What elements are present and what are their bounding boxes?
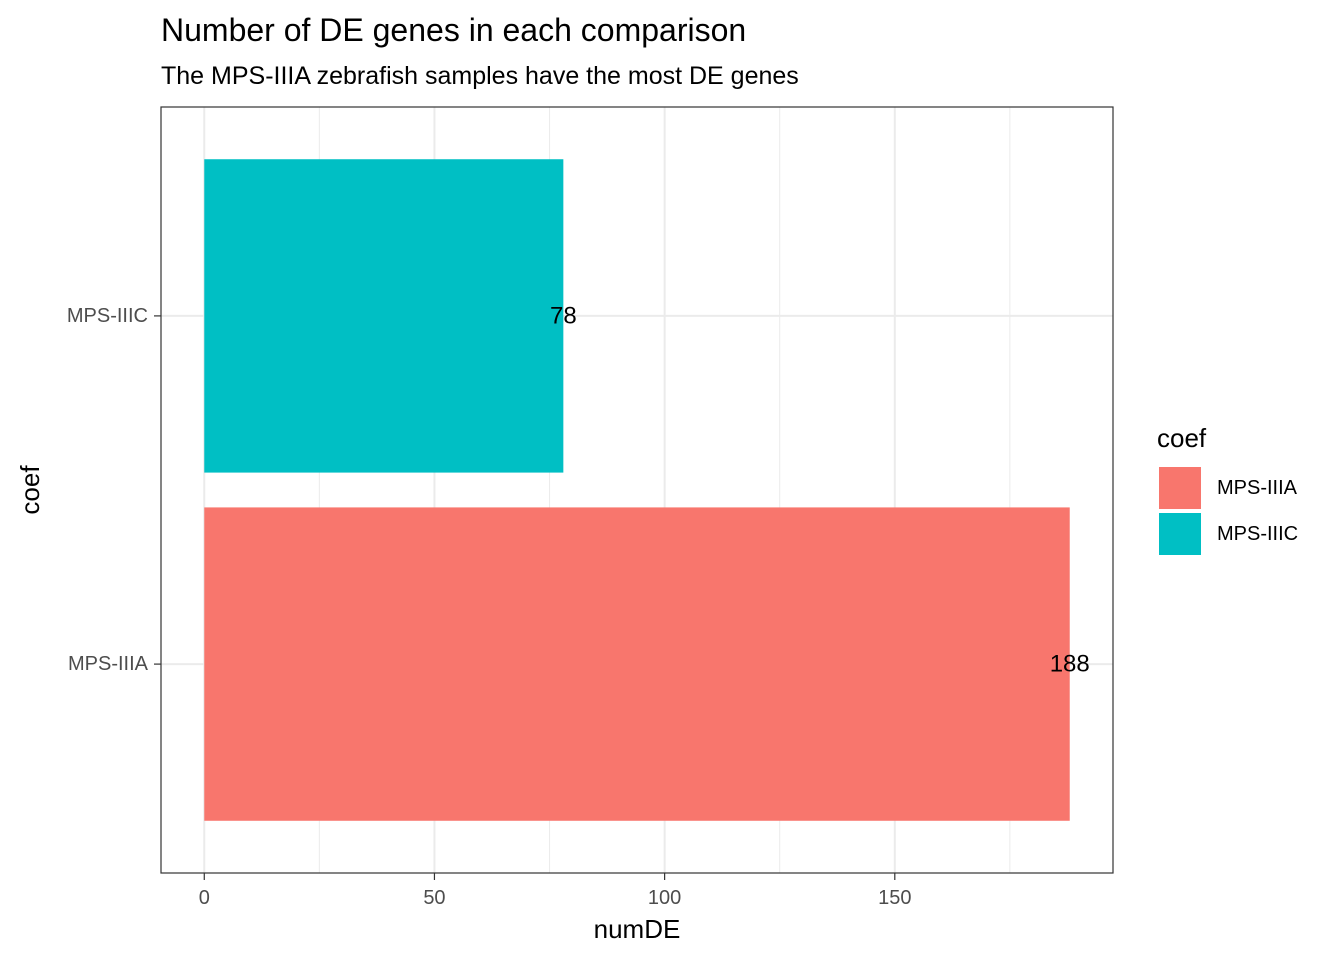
x-tick-label: 0 [199,887,210,909]
legend-label-mps-iiia: MPS-IIIA [1217,477,1298,499]
x-tick-label: 50 [423,887,445,909]
x-tick-label: 150 [878,887,911,909]
y-axis-title: coef [15,465,45,515]
bars [204,159,1070,821]
legend-label-mps-iiic: MPS-IIIC [1217,523,1298,545]
legend-key-mps-iiic [1159,513,1201,555]
x-tick-label: 100 [648,887,681,909]
chart-title: Number of DE genes in each comparison [161,12,746,48]
data-label-mps-iiic: 78 [550,302,577,329]
y-axis: MPS-IIIA MPS-IIIC [67,305,161,675]
legend: coef MPS-IIIA MPS-IIIC [1157,423,1298,555]
x-axis: 0 50 100 150 [199,873,911,909]
legend-title: coef [1157,423,1207,453]
plot-panel: 188 78 [160,106,1114,874]
bar-mps-iiic [204,159,564,473]
data-label-mps-iiia: 188 [1050,651,1090,678]
y-tick-label: MPS-IIIC [67,305,148,327]
bar-mps-iiia [204,507,1070,821]
y-tick-label: MPS-IIIA [68,653,149,675]
chart-subtitle: The MPS-IIIA zebrafish samples have the … [161,62,799,90]
panel-border [160,106,1114,874]
legend-items: MPS-IIIA MPS-IIIC [1159,467,1298,555]
legend-key-mps-iiia [1159,467,1201,509]
data-labels: 188 78 [550,302,1090,677]
x-axis-title: numDE [594,914,681,944]
